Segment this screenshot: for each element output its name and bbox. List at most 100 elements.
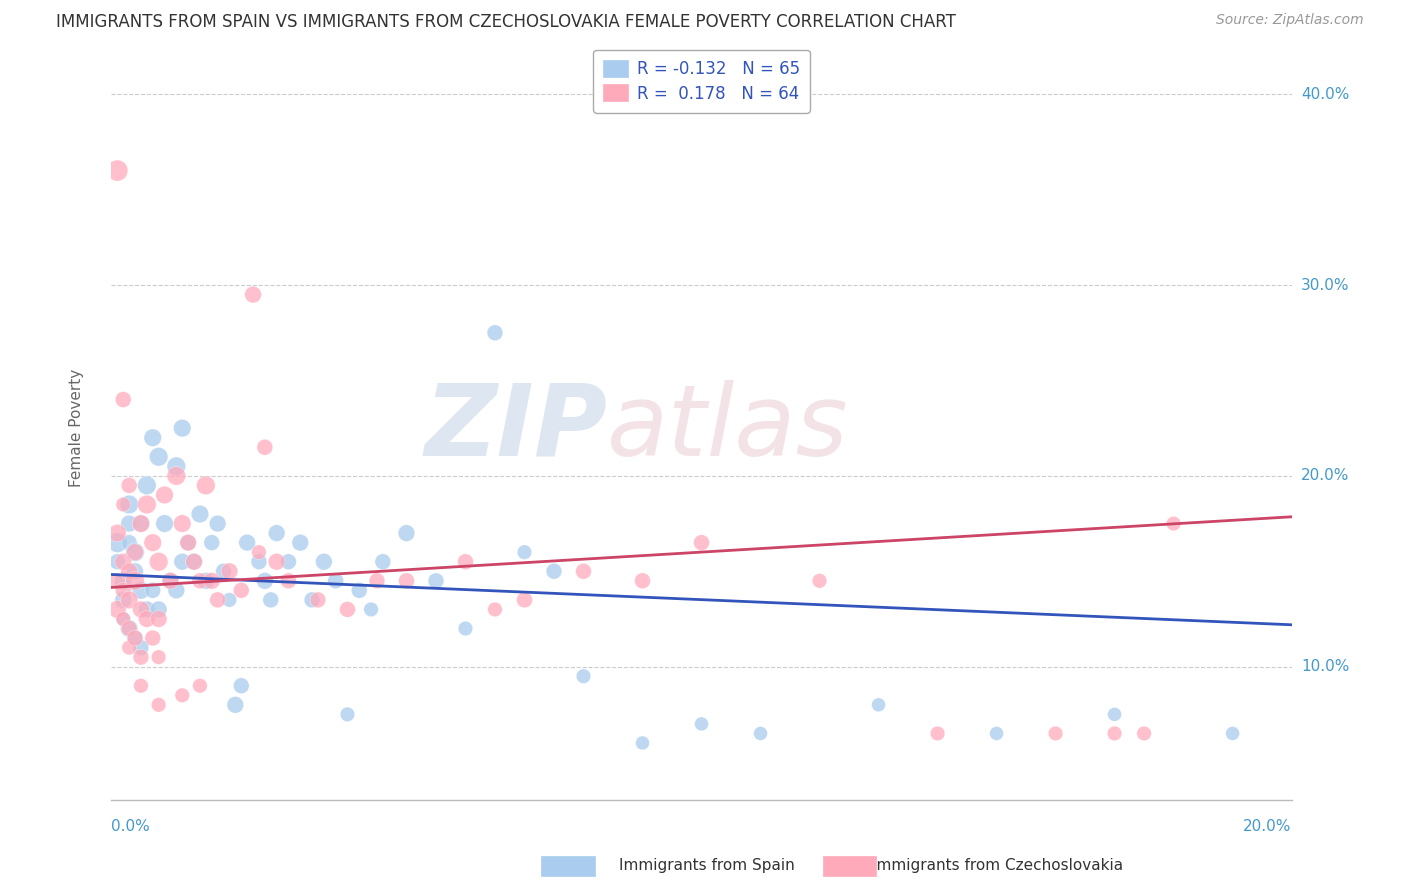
Point	[112, 583, 135, 598]
Point	[153, 516, 176, 531]
Point	[307, 593, 329, 607]
Point	[177, 535, 200, 549]
Point	[129, 516, 152, 531]
Text: 30.0%: 30.0%	[1301, 277, 1350, 293]
Point	[1045, 726, 1067, 740]
Point	[188, 679, 211, 693]
Text: 20.0%: 20.0%	[1301, 468, 1350, 483]
Point	[148, 650, 170, 665]
Point	[118, 516, 141, 531]
Point	[371, 555, 394, 569]
Point	[112, 593, 135, 607]
Point	[148, 698, 170, 712]
Point	[543, 564, 565, 578]
Point	[201, 535, 224, 549]
Point	[690, 535, 713, 549]
Point	[112, 612, 135, 626]
Point	[118, 478, 141, 492]
Point	[172, 516, 194, 531]
Point	[1133, 726, 1156, 740]
Point	[212, 564, 235, 578]
Point	[142, 535, 165, 549]
Point	[513, 545, 536, 559]
Point	[112, 612, 135, 626]
Point	[165, 468, 187, 483]
Point	[124, 631, 146, 645]
Point	[112, 392, 135, 407]
Point	[260, 593, 283, 607]
Point	[112, 574, 135, 588]
Legend: R = -0.132   N = 65, R =  0.178   N = 64: R = -0.132 N = 65, R = 0.178 N = 64	[593, 50, 810, 112]
Point	[183, 555, 205, 569]
Point	[253, 440, 276, 454]
Point	[513, 593, 536, 607]
Point	[118, 640, 141, 655]
Point	[749, 726, 772, 740]
Point	[159, 574, 181, 588]
Point	[142, 431, 165, 445]
Point	[360, 602, 382, 616]
Point	[194, 478, 217, 492]
Text: ZIP: ZIP	[425, 380, 607, 476]
Point	[129, 679, 152, 693]
Point	[484, 326, 506, 340]
Point	[349, 583, 371, 598]
Point	[148, 555, 170, 569]
Point	[1163, 516, 1185, 531]
Point	[165, 583, 187, 598]
Point	[129, 640, 152, 655]
Point	[112, 498, 135, 512]
Point	[1104, 726, 1126, 740]
Point	[336, 602, 359, 616]
Point	[153, 488, 176, 502]
Point	[266, 555, 288, 569]
Point	[201, 574, 224, 588]
Text: 0.0%: 0.0%	[111, 819, 150, 834]
Point	[118, 535, 141, 549]
Point	[425, 574, 447, 588]
Point	[194, 574, 217, 588]
Point	[1104, 707, 1126, 722]
Point	[105, 163, 128, 178]
Point	[118, 593, 141, 607]
Point	[231, 679, 253, 693]
Point	[172, 688, 194, 702]
Point	[129, 650, 152, 665]
Point	[135, 478, 157, 492]
Point	[118, 622, 141, 636]
Point	[690, 717, 713, 731]
Point	[301, 593, 323, 607]
Point	[395, 526, 418, 541]
Text: 20.0%: 20.0%	[1243, 819, 1292, 834]
Point	[454, 555, 477, 569]
Point	[631, 574, 654, 588]
Point	[247, 545, 270, 559]
Point	[172, 555, 194, 569]
Point	[266, 526, 288, 541]
Point	[129, 516, 152, 531]
Text: atlas: atlas	[607, 380, 849, 476]
Point	[177, 535, 200, 549]
Point	[142, 631, 165, 645]
Point	[218, 593, 240, 607]
Point	[312, 555, 335, 569]
Point	[148, 602, 170, 616]
Point	[124, 545, 146, 559]
Point	[129, 583, 152, 598]
Point	[183, 555, 205, 569]
Point	[172, 421, 194, 435]
Point	[188, 507, 211, 521]
Text: 40.0%: 40.0%	[1301, 87, 1350, 102]
Text: IMMIGRANTS FROM SPAIN VS IMMIGRANTS FROM CZECHOSLOVAKIA FEMALE POVERTY CORRELATI: IMMIGRANTS FROM SPAIN VS IMMIGRANTS FROM…	[56, 13, 956, 31]
Point	[118, 564, 141, 578]
Point	[124, 631, 146, 645]
Point	[142, 583, 165, 598]
Point	[572, 564, 595, 578]
Text: Immigrants from Spain: Immigrants from Spain	[619, 858, 794, 872]
Point	[927, 726, 949, 740]
Point	[247, 555, 270, 569]
Point	[207, 593, 229, 607]
Point	[124, 564, 146, 578]
Point	[253, 574, 276, 588]
Point	[135, 602, 157, 616]
